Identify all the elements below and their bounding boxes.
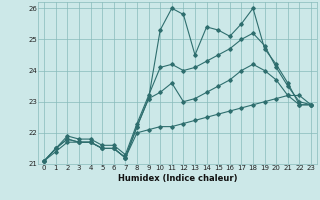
X-axis label: Humidex (Indice chaleur): Humidex (Indice chaleur): [118, 174, 237, 183]
